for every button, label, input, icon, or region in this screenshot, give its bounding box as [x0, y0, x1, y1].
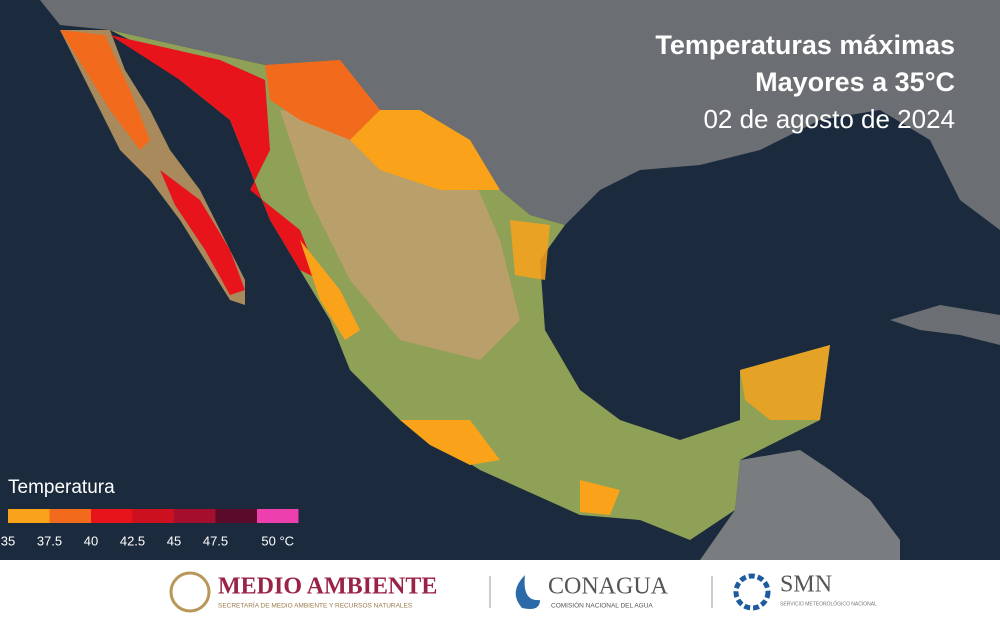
logo-icon [169, 571, 211, 613]
legend-swatch [8, 509, 50, 523]
legend-tick-label: 45 [167, 533, 181, 548]
legend-tick-label: 47.5 [203, 533, 228, 548]
logo-subtitle: SERVICIO METEOROLÓGICO NACIONAL [780, 600, 877, 607]
legend-swatch [49, 509, 91, 523]
legend-tick-label: 35 [1, 533, 15, 548]
heat-area [110, 35, 320, 280]
heat-area [740, 345, 830, 420]
logo-subtitle: COMISIÓN NACIONAL DEL AGUA [551, 601, 653, 610]
logo-name: MEDIO AMBIENTE [218, 574, 437, 600]
heat-area [300, 240, 360, 340]
land [40, 0, 1000, 230]
legend-tick-label: 50 °C [261, 533, 294, 548]
legend-tick-label: 42.5 [120, 533, 145, 548]
date: 02 de agosto de 2024 [703, 104, 955, 134]
legend-swatch [215, 509, 257, 523]
legend-tick-label: 37.5 [37, 533, 62, 548]
heat-area [265, 60, 380, 140]
title: Temperaturas máximas [655, 30, 955, 60]
legend-title: Temperatura [8, 477, 115, 498]
legend-swatch [91, 509, 133, 523]
land [890, 305, 1000, 345]
heat-area [60, 30, 150, 150]
legend-swatch [257, 509, 299, 523]
legend-swatch [132, 509, 174, 523]
heat-area [400, 420, 500, 465]
legend-tick-label: 40 [84, 533, 98, 548]
legend-swatch [174, 509, 216, 523]
logo-name: CONAGUA [548, 574, 669, 600]
heat-area [350, 110, 500, 190]
logo-subtitle: SECRETARÍA DE MEDIO AMBIENTE Y RECURSOS … [218, 601, 413, 610]
legend: 35 37.5 40 42.5 45 47.5 50 °C [1, 509, 299, 548]
footer [0, 560, 1000, 615]
land [700, 450, 900, 560]
logo-icon [733, 573, 771, 611]
heat-area [580, 480, 620, 515]
logo-name: SMN [780, 572, 832, 598]
heat-area [160, 170, 245, 295]
heat-area [510, 220, 550, 280]
logo-icon [515, 575, 540, 609]
title: Mayores a 35°C [755, 67, 955, 97]
